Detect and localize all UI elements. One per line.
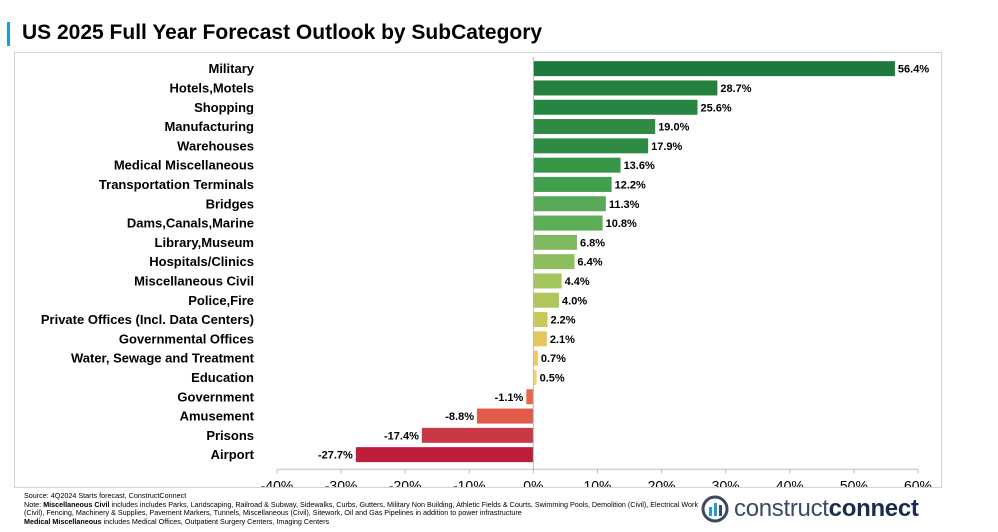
category-label: Library,Museum	[155, 235, 254, 250]
data-label: 11.3%	[609, 199, 640, 211]
data-label: 17.9%	[651, 141, 682, 153]
category-label: Medical Miscellaneous	[114, 158, 254, 173]
category-label: Police,Fire	[188, 293, 254, 308]
bar	[533, 176, 612, 192]
bar	[355, 447, 534, 463]
data-label: 13.6%	[624, 160, 655, 172]
logo-mark-icon	[701, 495, 729, 523]
medical-text: includes Medical Offices, Outpatient Sur…	[101, 517, 330, 526]
bar	[526, 389, 534, 405]
data-label: -8.8%	[445, 411, 474, 423]
bar	[533, 350, 538, 366]
category-label: Education	[191, 370, 254, 385]
bar	[533, 119, 656, 135]
bar	[533, 273, 562, 289]
x-tick-label: 30%	[712, 477, 740, 487]
misc-civil-note: Note: Miscellaneous Civil includes inclu…	[24, 501, 704, 518]
data-label: 6.8%	[580, 237, 605, 249]
bar	[533, 292, 560, 308]
bar	[476, 408, 534, 424]
x-tick-label: -10%	[453, 477, 486, 487]
data-label: 12.2%	[615, 179, 646, 191]
bar	[533, 157, 621, 173]
x-tick-label: 60%	[904, 477, 932, 487]
category-label: Manufacturing	[164, 119, 254, 134]
category-label: Bridges	[206, 196, 254, 211]
x-tick-label: -30%	[325, 477, 358, 487]
source-note: Source: 4Q2024 Starts forecast, Construc…	[24, 492, 187, 500]
bar	[533, 254, 575, 270]
bar	[421, 427, 534, 443]
category-label: Transportation Terminals	[99, 177, 254, 192]
x-tick-label: 50%	[840, 477, 868, 487]
bar	[533, 312, 548, 328]
logo-text-connect: connect	[828, 495, 919, 522]
category-label: Water, Sewage and Treatment	[71, 351, 255, 366]
chart-area: Military 56.4% Hotels,Motels 28.7% Shopping 2…	[14, 52, 942, 488]
data-label: -17.4%	[384, 430, 419, 442]
bar-chart: Military 56.4% Hotels,Motels 28.7% Shopping 2…	[41, 57, 932, 487]
data-label: 0.5%	[540, 372, 565, 384]
category-label: Government	[177, 389, 254, 404]
category-label: Military	[208, 61, 254, 76]
category-label: Airport	[211, 447, 255, 462]
bar	[533, 61, 895, 77]
category-label: Private Offices (Incl. Data Centers)	[41, 312, 254, 327]
data-label: 4.4%	[565, 276, 590, 288]
category-label: Prisons	[206, 428, 254, 443]
data-label: 19.0%	[658, 122, 689, 134]
logo-text-construct: construct	[734, 495, 829, 522]
data-label: 28.7%	[720, 83, 751, 95]
medical-term: Medical Miscellaneous	[24, 517, 102, 526]
bar	[533, 138, 649, 154]
x-tick-label: 20%	[648, 477, 676, 487]
medical-note: Medical Miscellaneous includes Medical O…	[24, 518, 704, 527]
data-label: 0.7%	[541, 353, 566, 365]
category-label: Governmental Offices	[119, 331, 254, 346]
category-label: Miscellaneous Civil	[134, 273, 254, 288]
chart-title: US 2025 Full Year Forecast Outlook by Su…	[22, 21, 543, 44]
data-label: 25.6%	[700, 102, 731, 114]
bar	[533, 196, 606, 212]
x-tick-label: -20%	[389, 477, 422, 487]
bar	[533, 369, 537, 385]
data-label: -27.7%	[318, 450, 353, 462]
bar	[533, 234, 577, 250]
bar	[533, 99, 698, 115]
category-label: Dams,Canals,Marine	[127, 216, 254, 231]
data-label: -1.1%	[495, 392, 524, 404]
x-tick-label: -40%	[261, 477, 294, 487]
constructconnect-logo: constructconnect	[700, 492, 919, 526]
category-label: Shopping	[194, 100, 254, 115]
data-label: 2.1%	[550, 334, 575, 346]
category-label: Warehouses	[177, 138, 254, 153]
bar	[533, 80, 718, 96]
note-prefix: Note:	[24, 500, 44, 509]
note-text: includes includes Parks, Landscaping, Ra…	[24, 500, 699, 518]
category-label: Amusement	[180, 409, 255, 424]
x-tick-label: 0%	[523, 477, 543, 487]
bar	[533, 215, 603, 231]
bar	[533, 331, 547, 347]
data-label: 2.2%	[551, 315, 576, 327]
data-label: 56.4%	[898, 64, 929, 76]
x-tick-label: 40%	[776, 477, 804, 487]
data-label: 6.4%	[577, 257, 602, 269]
data-label: 4.0%	[562, 295, 587, 307]
x-tick-label: 10%	[583, 477, 611, 487]
title-accent-bar	[7, 22, 10, 46]
footer-notes: Source: 4Q2024 Starts forecast, Construc…	[24, 492, 704, 526]
logo-wordmark: constructconnect	[734, 495, 919, 523]
note-term: Miscellaneous Civil	[43, 500, 110, 509]
category-label: Hotels,Motels	[169, 80, 254, 95]
data-label: 10.8%	[606, 218, 637, 230]
category-label: Hospitals/Clinics	[149, 254, 254, 269]
